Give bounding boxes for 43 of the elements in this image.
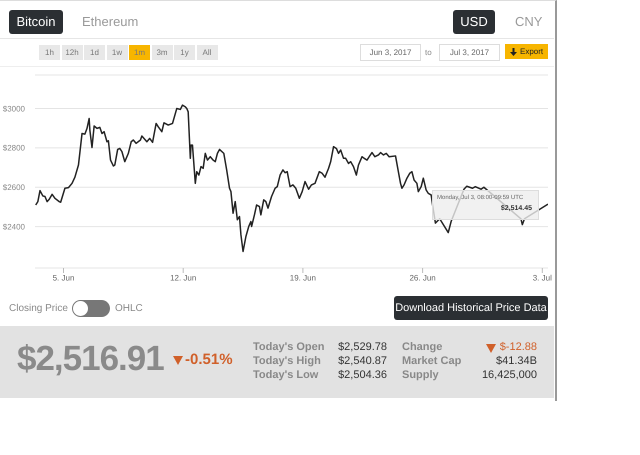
text: Today's Low (253, 369, 318, 381)
y-tick-label: $2800 (2, 144, 26, 153)
text: 3m (152, 45, 172, 60)
line-series (35, 104, 548, 252)
text: All (196, 45, 218, 60)
text: USD (453, 10, 495, 34)
x-tick-label: 3. Jul (532, 274, 552, 283)
text: OHLC (115, 303, 143, 314)
text: CNY (515, 13, 542, 31)
text: Closing Price (9, 303, 68, 314)
text: Bitcoin (9, 10, 63, 34)
text: 1y (174, 45, 195, 60)
text: Download Historical Price Data (394, 296, 548, 320)
text: $2,504.36 (337, 369, 387, 381)
text: 1w (106, 45, 128, 60)
text: Jun 3, 2017 (360, 44, 421, 61)
text: 1m (129, 45, 150, 60)
text: Market Cap (402, 355, 462, 367)
text: $41.34B (495, 355, 537, 367)
y-tick-label: $2400 (2, 222, 26, 232)
text: $2,529.78 (338, 341, 387, 353)
text: 16,425,000 (480, 369, 537, 381)
text: 12h (62, 45, 82, 60)
text: Change (402, 341, 444, 353)
text: Jul 3, 2017 (439, 44, 500, 61)
x-tick-label: 26. Jun (409, 274, 436, 283)
y-tick-label: $2600 (2, 183, 26, 192)
x-tick-label: 5. Jun (52, 274, 74, 283)
text: Ethereum (82, 13, 138, 31)
x-tick-label: 19. Jun (290, 274, 316, 283)
x-tick-label: 12. Jun (170, 274, 196, 283)
text: -0.51% (185, 351, 233, 368)
text: $2,540.87 (337, 355, 387, 367)
y-tick-label: $3000 (2, 104, 26, 114)
text: 1d (84, 45, 105, 60)
text: Export (520, 46, 544, 58)
text: Today's High (253, 355, 321, 367)
text: Supply (402, 369, 440, 381)
text: $-12.88 (498, 341, 537, 353)
text: Today's Open (253, 341, 324, 353)
text: $2,516.91 (17, 339, 164, 379)
text: 1h (39, 45, 60, 60)
text: to (425, 47, 432, 59)
